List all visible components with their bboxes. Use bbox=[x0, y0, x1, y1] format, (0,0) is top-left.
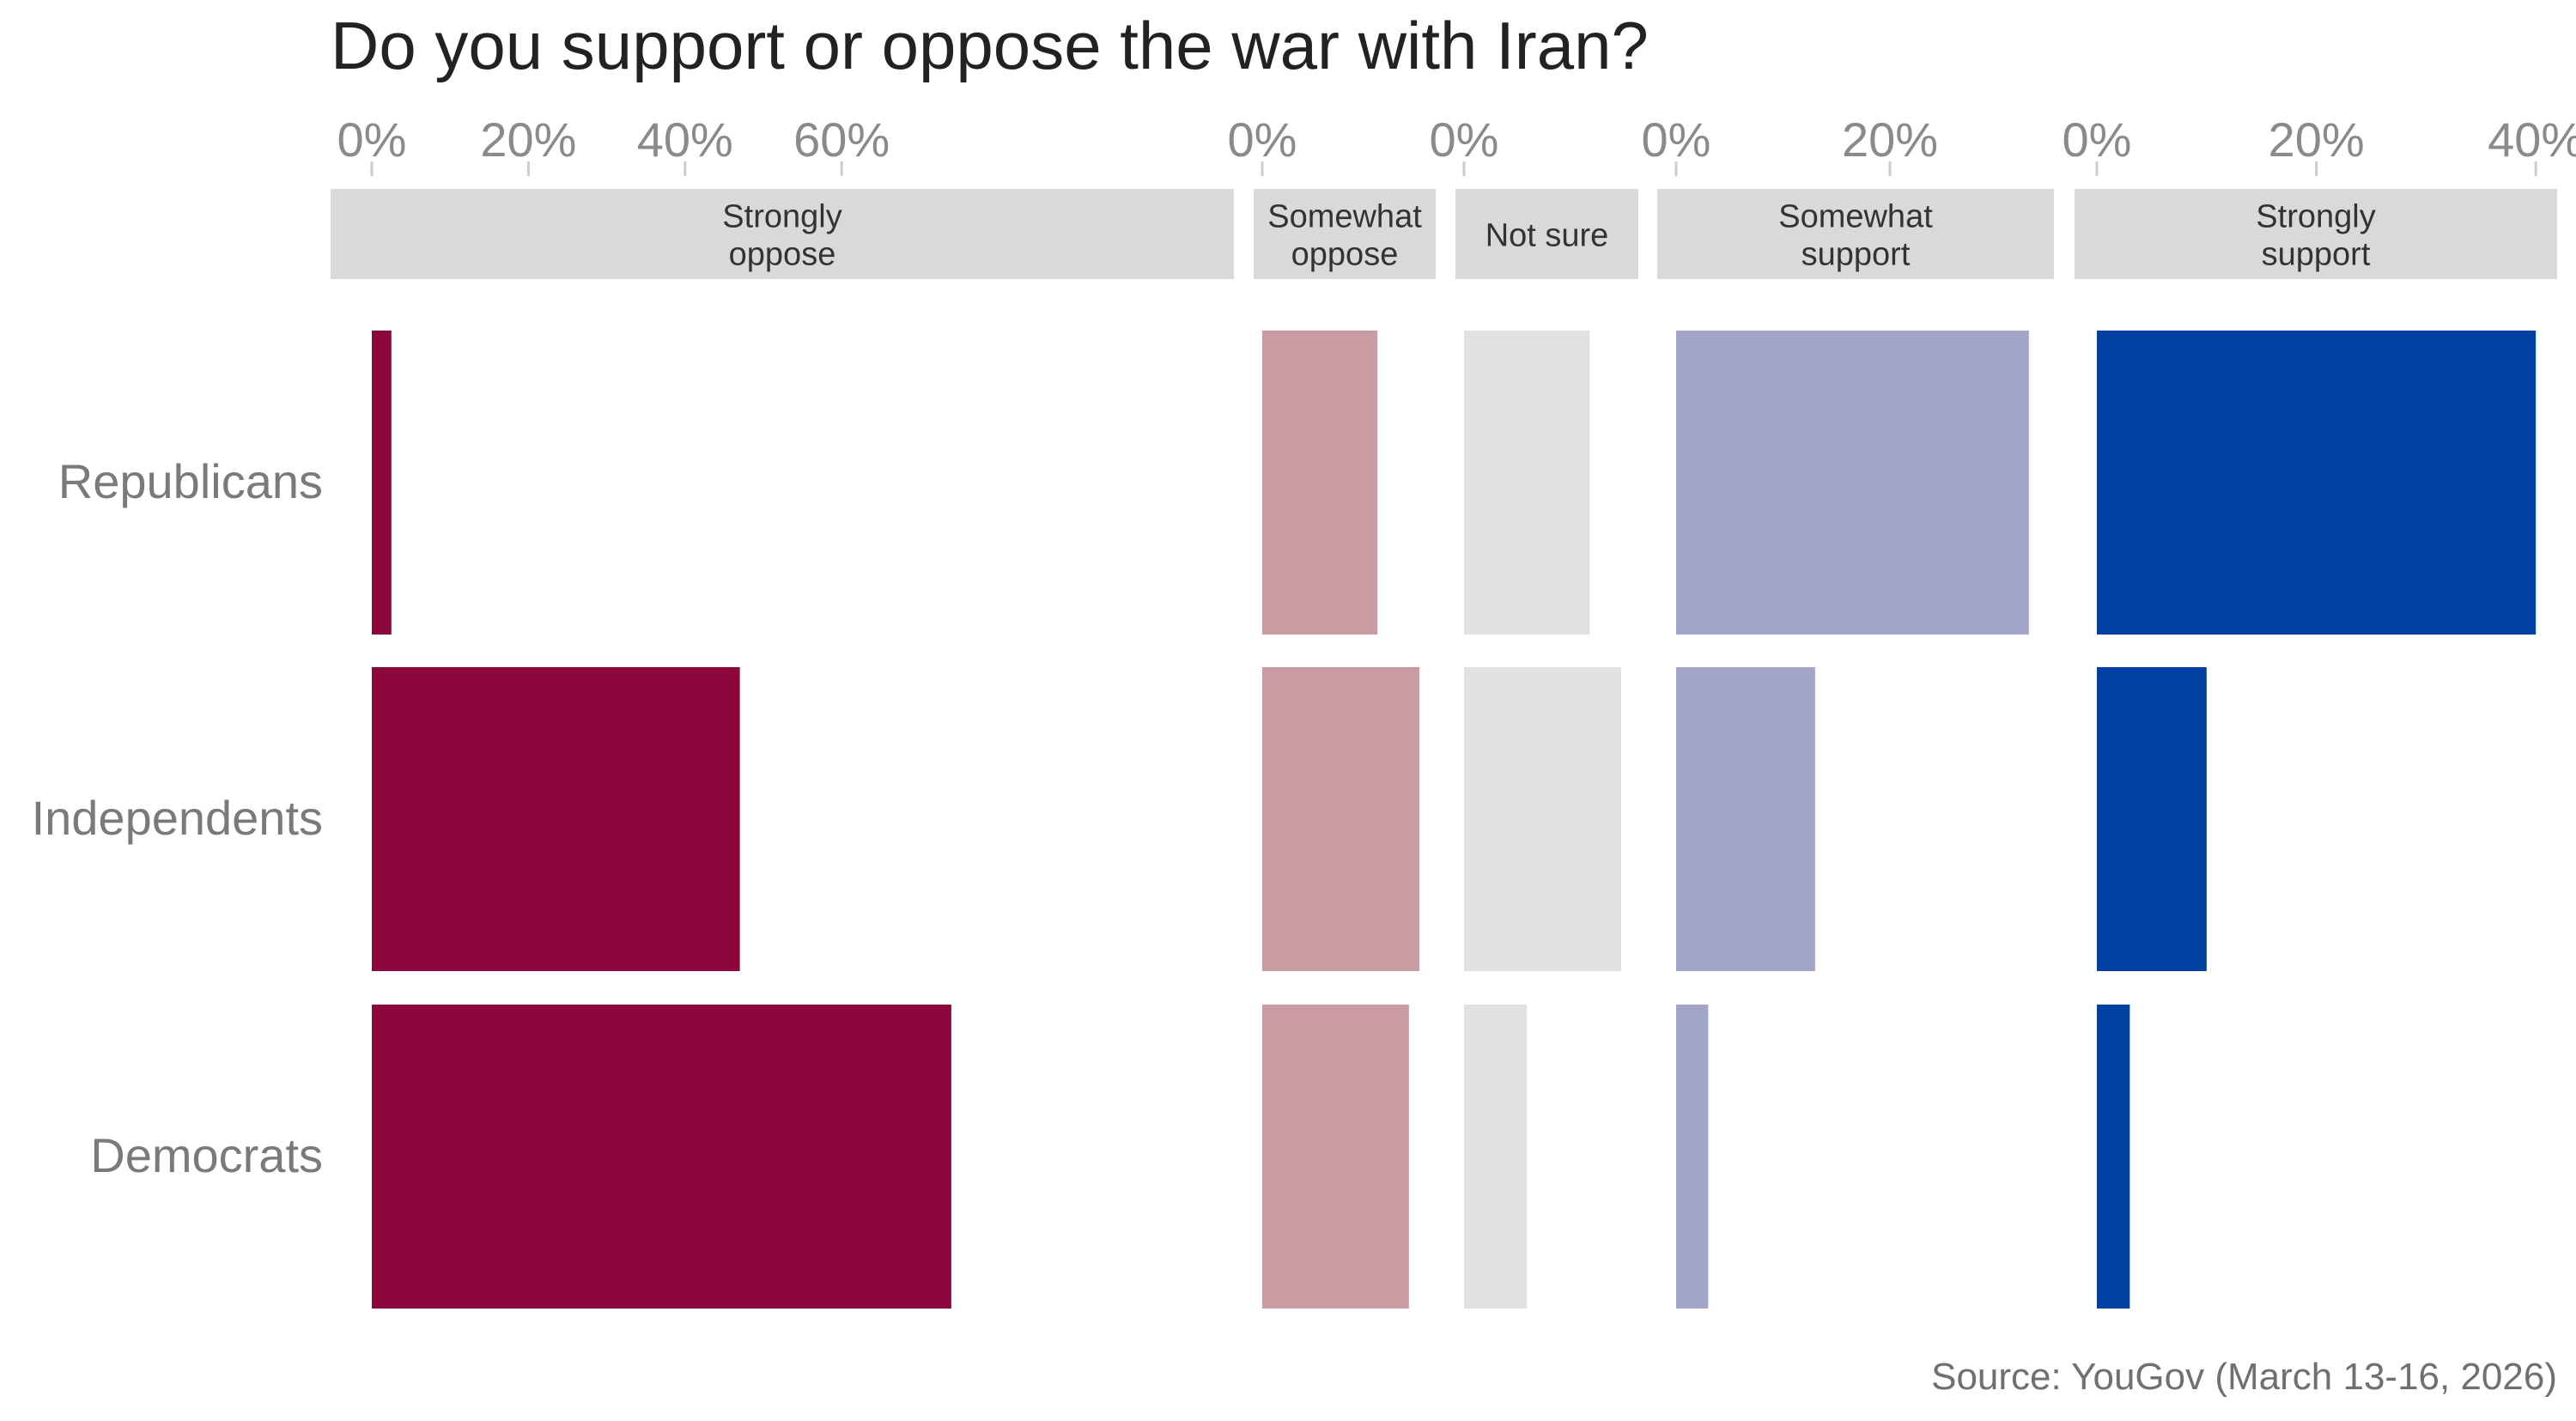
bar bbox=[2097, 331, 2537, 635]
chart-title: Do you support or oppose the war with Ir… bbox=[331, 8, 1649, 83]
facet-strip bbox=[1657, 189, 2054, 279]
x-tick-label: 20% bbox=[2269, 112, 2365, 167]
bar bbox=[1464, 331, 1590, 635]
facet-strip bbox=[1455, 189, 1638, 279]
category-label: Independents bbox=[32, 791, 323, 845]
bar bbox=[1464, 667, 1621, 971]
bar bbox=[372, 1005, 951, 1309]
chart-source: Source: YouGov (March 13-16, 2026) bbox=[1931, 1356, 2557, 1398]
facet-strip bbox=[331, 189, 1234, 279]
facet-strip-label: Somewhat bbox=[1267, 199, 1422, 235]
bar bbox=[2097, 1005, 2130, 1309]
facet-strip-label: support bbox=[2262, 237, 2371, 273]
x-tick-label: 20% bbox=[1842, 112, 1938, 167]
bar bbox=[1464, 1005, 1528, 1309]
x-tick-label: 0% bbox=[1228, 112, 1297, 167]
category-label: Republicans bbox=[58, 454, 323, 508]
bar bbox=[1262, 667, 1419, 971]
x-tick-label: 40% bbox=[2488, 112, 2576, 167]
facet-strip bbox=[2075, 189, 2557, 279]
category-label: Democrats bbox=[90, 1128, 323, 1182]
bar bbox=[1676, 1005, 1709, 1309]
bar bbox=[1676, 667, 1815, 971]
facet-strip-label: Somewhat bbox=[1778, 199, 1933, 235]
x-tick-label: 0% bbox=[1430, 112, 1499, 167]
x-tick-label: 40% bbox=[637, 112, 733, 167]
bar bbox=[372, 667, 740, 971]
facet-strip-label: oppose bbox=[1291, 237, 1399, 273]
facet-strip bbox=[1254, 189, 1436, 279]
bar bbox=[1262, 331, 1378, 635]
x-tick-label: 0% bbox=[1642, 112, 1711, 167]
x-tick-label: 60% bbox=[793, 112, 890, 167]
x-tick-label: 0% bbox=[337, 112, 407, 167]
bar bbox=[1262, 1005, 1409, 1309]
x-tick-label: 0% bbox=[2063, 112, 2132, 167]
facet-panel: Not sure 0% bbox=[1430, 112, 1638, 1309]
bar bbox=[1676, 331, 2029, 635]
bar bbox=[372, 331, 392, 635]
facet-strip-label: Strongly bbox=[722, 199, 841, 235]
row-labels: Republicans Independents Democrats bbox=[32, 454, 323, 1182]
facet-strip-label: Strongly bbox=[2256, 199, 2375, 235]
bar bbox=[2097, 667, 2207, 971]
x-tick-label: 20% bbox=[480, 112, 576, 167]
facet-strip-label: support bbox=[1801, 237, 1911, 273]
facet-strip-label: Not sure bbox=[1485, 218, 1609, 254]
facet-strip-label: oppose bbox=[729, 237, 836, 273]
